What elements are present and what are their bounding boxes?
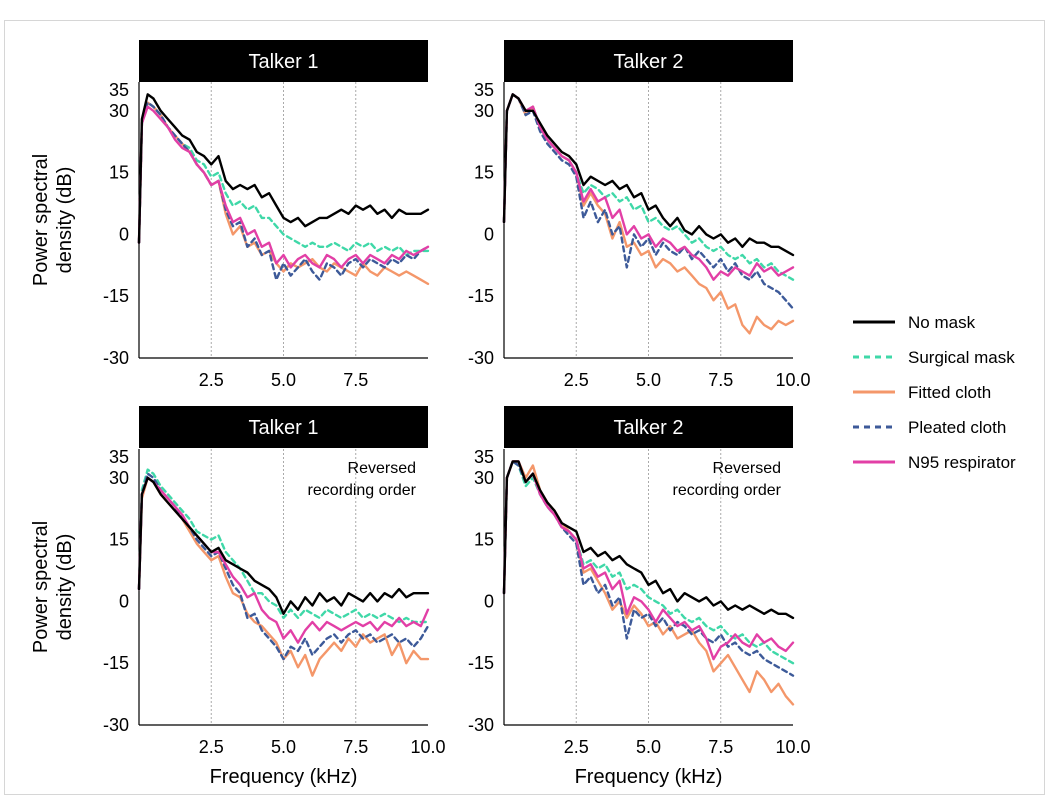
panel-annotation: recording order bbox=[673, 482, 782, 499]
y-axis-label: Power spectral bbox=[30, 154, 52, 286]
y-tick-label: -15 bbox=[468, 653, 494, 673]
x-tick-label: 2.5 bbox=[564, 737, 589, 757]
y-tick-label: 35 bbox=[109, 80, 129, 100]
x-tick-label: 2.5 bbox=[199, 370, 224, 390]
y-tick-label: -30 bbox=[468, 348, 494, 368]
x-tick-label: 10.0 bbox=[775, 737, 810, 757]
y-axis-label: Power spectral bbox=[30, 521, 52, 653]
y-tick-label: 35 bbox=[474, 80, 494, 100]
x-tick-label: 5.0 bbox=[636, 737, 661, 757]
series-line-no-mask bbox=[502, 460, 795, 620]
x-tick-label: 5.0 bbox=[271, 370, 296, 390]
y-tick-label: -30 bbox=[468, 715, 494, 735]
series-line-n95-respirator bbox=[137, 476, 430, 644]
series-line-pleated-cloth bbox=[137, 101, 430, 281]
panel-title-bar bbox=[139, 406, 428, 448]
x-tick-label: 2.5 bbox=[564, 370, 589, 390]
y-tick-label: 30 bbox=[474, 468, 494, 488]
x-tick-label: 7.5 bbox=[343, 370, 368, 390]
panel-title-bar bbox=[504, 406, 793, 448]
panel-annotation: recording order bbox=[308, 482, 417, 499]
series-line-n95-respirator bbox=[137, 105, 430, 269]
panel-title: Talker 1 bbox=[248, 51, 318, 73]
y-tick-label: -15 bbox=[468, 286, 494, 306]
y-tick-label: 0 bbox=[484, 224, 494, 244]
legend-label: Surgical mask bbox=[908, 348, 1015, 367]
panel-annotation: Reversed bbox=[348, 460, 416, 477]
series-line-n95-respirator bbox=[502, 460, 795, 661]
legend-label: No mask bbox=[908, 313, 976, 332]
panel-annotation: Reversed bbox=[713, 460, 781, 477]
y-tick-label: 30 bbox=[109, 101, 129, 121]
y-tick-label: 0 bbox=[119, 224, 129, 244]
series-line-pleated-cloth bbox=[502, 93, 795, 310]
legend: No mask Surgical mask Fitted cloth Pleated … bbox=[853, 313, 1016, 472]
panel-title-bar bbox=[504, 40, 793, 82]
y-tick-label: 35 bbox=[109, 447, 129, 467]
y-axis-label: density (dB) bbox=[54, 534, 76, 641]
panel-title: Talker 1 bbox=[248, 417, 318, 439]
y-tick-label: 15 bbox=[474, 163, 494, 183]
x-axis-label: Frequency (kHz) bbox=[210, 766, 358, 788]
y-tick-label: -30 bbox=[103, 348, 129, 368]
panel-title-bar bbox=[139, 40, 428, 82]
x-tick-label: 5.0 bbox=[636, 370, 661, 390]
y-tick-label: 0 bbox=[484, 591, 494, 611]
x-axis-label: Frequency (kHz) bbox=[575, 766, 723, 788]
legend-item: N95 respirator bbox=[853, 453, 1016, 472]
panel-title: Talker 2 bbox=[613, 417, 683, 439]
series-line-n95-respirator bbox=[502, 93, 795, 281]
legend-item: Fitted cloth bbox=[853, 383, 991, 402]
x-tick-label: 2.5 bbox=[199, 737, 224, 757]
series-line-no-mask bbox=[137, 93, 430, 244]
series-line-no-mask bbox=[137, 476, 430, 615]
y-tick-label: 30 bbox=[474, 101, 494, 121]
y-tick-label: 15 bbox=[474, 530, 494, 550]
legend-item: No mask bbox=[853, 313, 976, 332]
y-tick-label: -15 bbox=[103, 653, 129, 673]
y-tick-label: 35 bbox=[474, 447, 494, 467]
y-axis-label: density (dB) bbox=[54, 167, 76, 274]
x-tick-label: 10.0 bbox=[775, 370, 810, 390]
panel-title: Talker 2 bbox=[613, 51, 683, 73]
series-line-surgical-mask bbox=[137, 468, 430, 624]
legend-label: N95 respirator bbox=[908, 453, 1016, 472]
x-tick-label: 7.5 bbox=[343, 737, 368, 757]
y-tick-label: 15 bbox=[109, 530, 129, 550]
y-tick-label: -30 bbox=[103, 715, 129, 735]
x-tick-label: 7.5 bbox=[708, 370, 733, 390]
x-tick-label: 7.5 bbox=[708, 737, 733, 757]
legend-label: Fitted cloth bbox=[908, 383, 991, 402]
series-line-no-mask bbox=[502, 93, 795, 257]
y-tick-label: -15 bbox=[103, 286, 129, 306]
y-tick-label: 0 bbox=[119, 591, 129, 611]
y-tick-label: 15 bbox=[109, 163, 129, 183]
legend-item: Pleated cloth bbox=[853, 418, 1006, 437]
x-tick-label: 10.0 bbox=[410, 737, 445, 757]
legend-label: Pleated cloth bbox=[908, 418, 1006, 437]
y-tick-label: 30 bbox=[109, 468, 129, 488]
x-tick-label: 5.0 bbox=[271, 737, 296, 757]
legend-item: Surgical mask bbox=[853, 348, 1015, 367]
